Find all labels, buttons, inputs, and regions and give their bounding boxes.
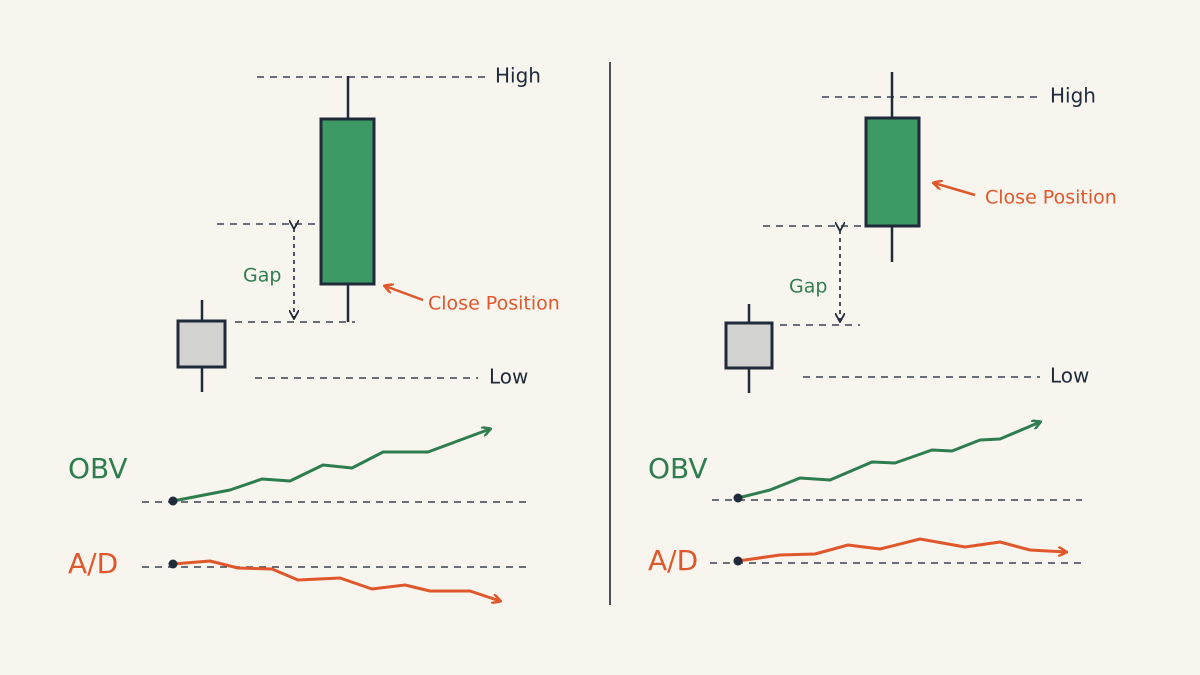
close-arrow bbox=[934, 183, 976, 197]
bull-candle bbox=[864, 116, 921, 228]
prior-candle bbox=[176, 319, 227, 369]
ad-line bbox=[737, 537, 1066, 563]
high-label: High bbox=[1050, 84, 1096, 108]
bull-candle bbox=[319, 117, 376, 286]
obv-label: OBV bbox=[648, 452, 708, 485]
low-label: Low bbox=[489, 365, 528, 389]
panel-left: High Gap Close Position Low OBV A/D bbox=[68, 64, 560, 602]
low-label: Low bbox=[1050, 364, 1089, 388]
gap-label: Gap bbox=[243, 265, 281, 287]
ad-label: A/D bbox=[68, 547, 118, 580]
high-label: High bbox=[495, 64, 541, 88]
obv-line bbox=[172, 429, 490, 503]
ad-line bbox=[172, 559, 500, 601]
close-label: Close Position bbox=[428, 293, 560, 315]
close-arrow bbox=[385, 286, 424, 302]
ad-label: A/D bbox=[648, 544, 698, 577]
obv-line bbox=[737, 422, 1040, 500]
ad-start bbox=[168, 559, 178, 569]
obv-start bbox=[733, 493, 743, 503]
ad-start bbox=[733, 556, 743, 566]
obv-label: OBV bbox=[68, 452, 128, 485]
gap-label: Gap bbox=[789, 276, 827, 298]
obv-start bbox=[168, 496, 178, 506]
prior-candle bbox=[724, 321, 774, 370]
close-label: Close Position bbox=[985, 187, 1117, 209]
panel-right: High Gap Close Position Low OBV A/D bbox=[648, 72, 1117, 577]
